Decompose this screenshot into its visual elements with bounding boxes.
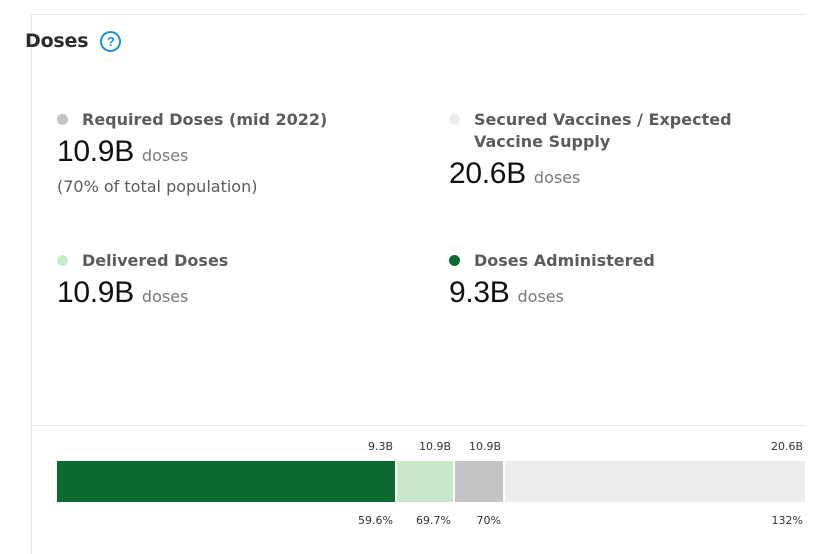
metric-delivered-doses: Delivered Doses 10.9B doses (57, 250, 228, 310)
bar-separator (395, 461, 397, 502)
metric-required-doses: Required Doses (mid 2022) 10.9B doses (7… (57, 109, 327, 196)
metric-doses-administered: Doses Administered 9.3B doses (449, 250, 655, 310)
metric-unit: doses (141, 287, 189, 306)
metric-secured-vaccines: Secured Vaccines / Expected Vaccine Supp… (449, 109, 732, 191)
metric-unit: doses (533, 168, 581, 187)
bar-percent-label-secured: 132% (771, 514, 803, 527)
metric-value: 20.6B (449, 157, 526, 190)
bar-percent-label-delivered: 69.7% (416, 514, 451, 527)
metric-value: 10.9B (57, 135, 134, 168)
question-circle-icon[interactable]: ? (100, 30, 122, 52)
metric-unit: doses (517, 287, 564, 306)
metric-value: 10.9B (57, 276, 134, 309)
metric-label: Doses Administered (474, 251, 655, 270)
metric-label: Required Doses (mid 2022) (82, 110, 328, 129)
metric-unit: doses (141, 146, 189, 165)
progress-section (31, 425, 805, 554)
metric-label-line2: Vaccine Supply (474, 132, 611, 151)
bar-percent-label-administered: 59.6% (358, 514, 393, 527)
card-header: Doses ? (25, 30, 122, 52)
card-title: Doses (25, 30, 89, 52)
delivered-doses-dot-icon (57, 255, 68, 266)
metric-note: (70% of total population) (57, 177, 258, 196)
metric-value: 9.3B (449, 276, 510, 309)
bar-value-label-delivered: 10.9B (418, 440, 451, 453)
bar-percent-label-required: 70% (476, 514, 501, 527)
bar-value-label-secured: 20.6B (770, 440, 803, 453)
bar-value-label-required: 10.9B (468, 440, 501, 453)
bar-separator (503, 461, 505, 502)
bar-segment-administered (57, 461, 395, 502)
bar-separator (453, 461, 455, 502)
metric-label: Delivered Doses (82, 251, 229, 270)
doses-administered-dot-icon (449, 255, 460, 266)
secured-vaccines-dot-icon (449, 114, 460, 125)
metric-label: Secured Vaccines / Expected Vaccine Supp… (474, 109, 732, 153)
metric-label-line1: Secured Vaccines / Expected (474, 110, 732, 129)
required-doses-dot-icon (57, 114, 68, 125)
bar-value-label-administered: 9.3B (367, 440, 393, 453)
